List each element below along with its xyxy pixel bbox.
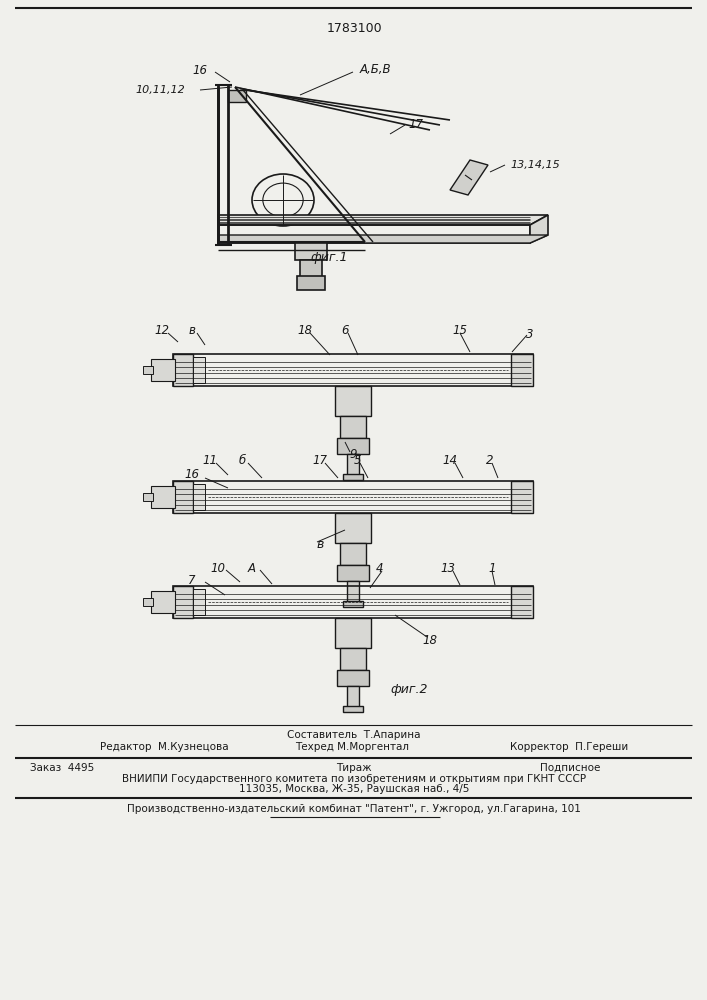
- Text: 6: 6: [341, 324, 349, 336]
- Bar: [228, 90, 246, 102]
- Bar: [511, 354, 533, 386]
- Text: 3: 3: [526, 328, 534, 342]
- Bar: [151, 359, 175, 381]
- Bar: [340, 543, 366, 565]
- Bar: [343, 706, 363, 712]
- Bar: [173, 354, 533, 386]
- Bar: [300, 260, 322, 277]
- Text: 10: 10: [211, 562, 226, 574]
- Bar: [340, 648, 366, 670]
- Polygon shape: [450, 160, 488, 195]
- Text: 1783100: 1783100: [326, 21, 382, 34]
- Text: фиг.2: фиг.2: [390, 684, 428, 696]
- Bar: [335, 386, 371, 416]
- Text: фиг.1: фиг.1: [310, 251, 348, 264]
- Bar: [173, 586, 533, 618]
- Text: 2: 2: [486, 454, 493, 466]
- Text: 18: 18: [298, 324, 312, 336]
- Text: 7: 7: [188, 574, 196, 586]
- Bar: [151, 486, 175, 508]
- Bar: [173, 481, 533, 513]
- Bar: [337, 565, 369, 581]
- Text: 13,14,15: 13,14,15: [510, 160, 560, 170]
- Bar: [335, 618, 371, 648]
- Bar: [343, 601, 363, 607]
- Bar: [347, 454, 359, 476]
- Text: 18: 18: [423, 634, 438, 647]
- Bar: [343, 474, 363, 480]
- Text: 5: 5: [354, 454, 362, 466]
- Bar: [511, 586, 533, 618]
- Bar: [511, 481, 533, 513]
- Bar: [295, 243, 327, 260]
- Text: Корректор  П.Гереши: Корректор П.Гереши: [510, 742, 629, 752]
- Text: Составитель  Т.Апарина: Составитель Т.Апарина: [287, 730, 421, 740]
- Bar: [347, 581, 359, 603]
- Text: Тираж: Тираж: [337, 763, 372, 773]
- Text: 113035, Москва, Ж-35, Раушская наб., 4/5: 113035, Москва, Ж-35, Раушская наб., 4/5: [239, 784, 469, 794]
- Text: 16: 16: [192, 64, 207, 77]
- Text: 9: 9: [349, 448, 357, 462]
- Bar: [143, 366, 153, 374]
- Bar: [218, 225, 530, 243]
- Bar: [337, 438, 369, 454]
- Text: 17: 17: [312, 454, 327, 466]
- Text: 1: 1: [489, 562, 496, 574]
- Text: 15: 15: [452, 324, 467, 336]
- Bar: [193, 357, 205, 383]
- Text: ВНИИПИ Государственного комитета по изобретениям и открытиям при ГКНТ СССР: ВНИИПИ Государственного комитета по изоб…: [122, 774, 586, 784]
- Bar: [173, 481, 193, 513]
- Text: в: в: [189, 324, 195, 336]
- Text: А,Б,В: А,Б,В: [360, 64, 392, 77]
- Text: Заказ  4495: Заказ 4495: [30, 763, 94, 773]
- Text: Техред М.Моргентал: Техред М.Моргентал: [295, 742, 409, 752]
- Bar: [151, 591, 175, 613]
- Text: б: б: [238, 454, 245, 466]
- Polygon shape: [218, 215, 548, 225]
- Text: 12: 12: [155, 324, 170, 336]
- Text: Редактор  М.Кузнецова: Редактор М.Кузнецова: [100, 742, 228, 752]
- Text: 10,11,12: 10,11,12: [135, 85, 185, 95]
- Polygon shape: [530, 215, 548, 243]
- Bar: [297, 276, 325, 290]
- Text: А: А: [248, 562, 256, 574]
- Bar: [347, 686, 359, 708]
- Bar: [337, 670, 369, 686]
- Text: Подписное: Подписное: [540, 763, 600, 773]
- Text: 13: 13: [440, 562, 455, 574]
- Bar: [143, 493, 153, 501]
- Text: 14: 14: [443, 454, 457, 466]
- Polygon shape: [218, 235, 548, 243]
- Text: 4: 4: [376, 562, 384, 574]
- Bar: [193, 484, 205, 510]
- Bar: [173, 354, 193, 386]
- Text: в: в: [316, 538, 324, 552]
- Bar: [143, 598, 153, 606]
- Bar: [335, 513, 371, 543]
- Text: 17: 17: [408, 118, 423, 131]
- Bar: [173, 586, 193, 618]
- Bar: [340, 416, 366, 438]
- Text: 16: 16: [185, 468, 199, 482]
- Bar: [193, 589, 205, 615]
- Text: Производственно-издательский комбинат "Патент", г. Ужгород, ул.Гагарина, 101: Производственно-издательский комбинат "П…: [127, 804, 581, 814]
- Text: 11: 11: [202, 454, 218, 466]
